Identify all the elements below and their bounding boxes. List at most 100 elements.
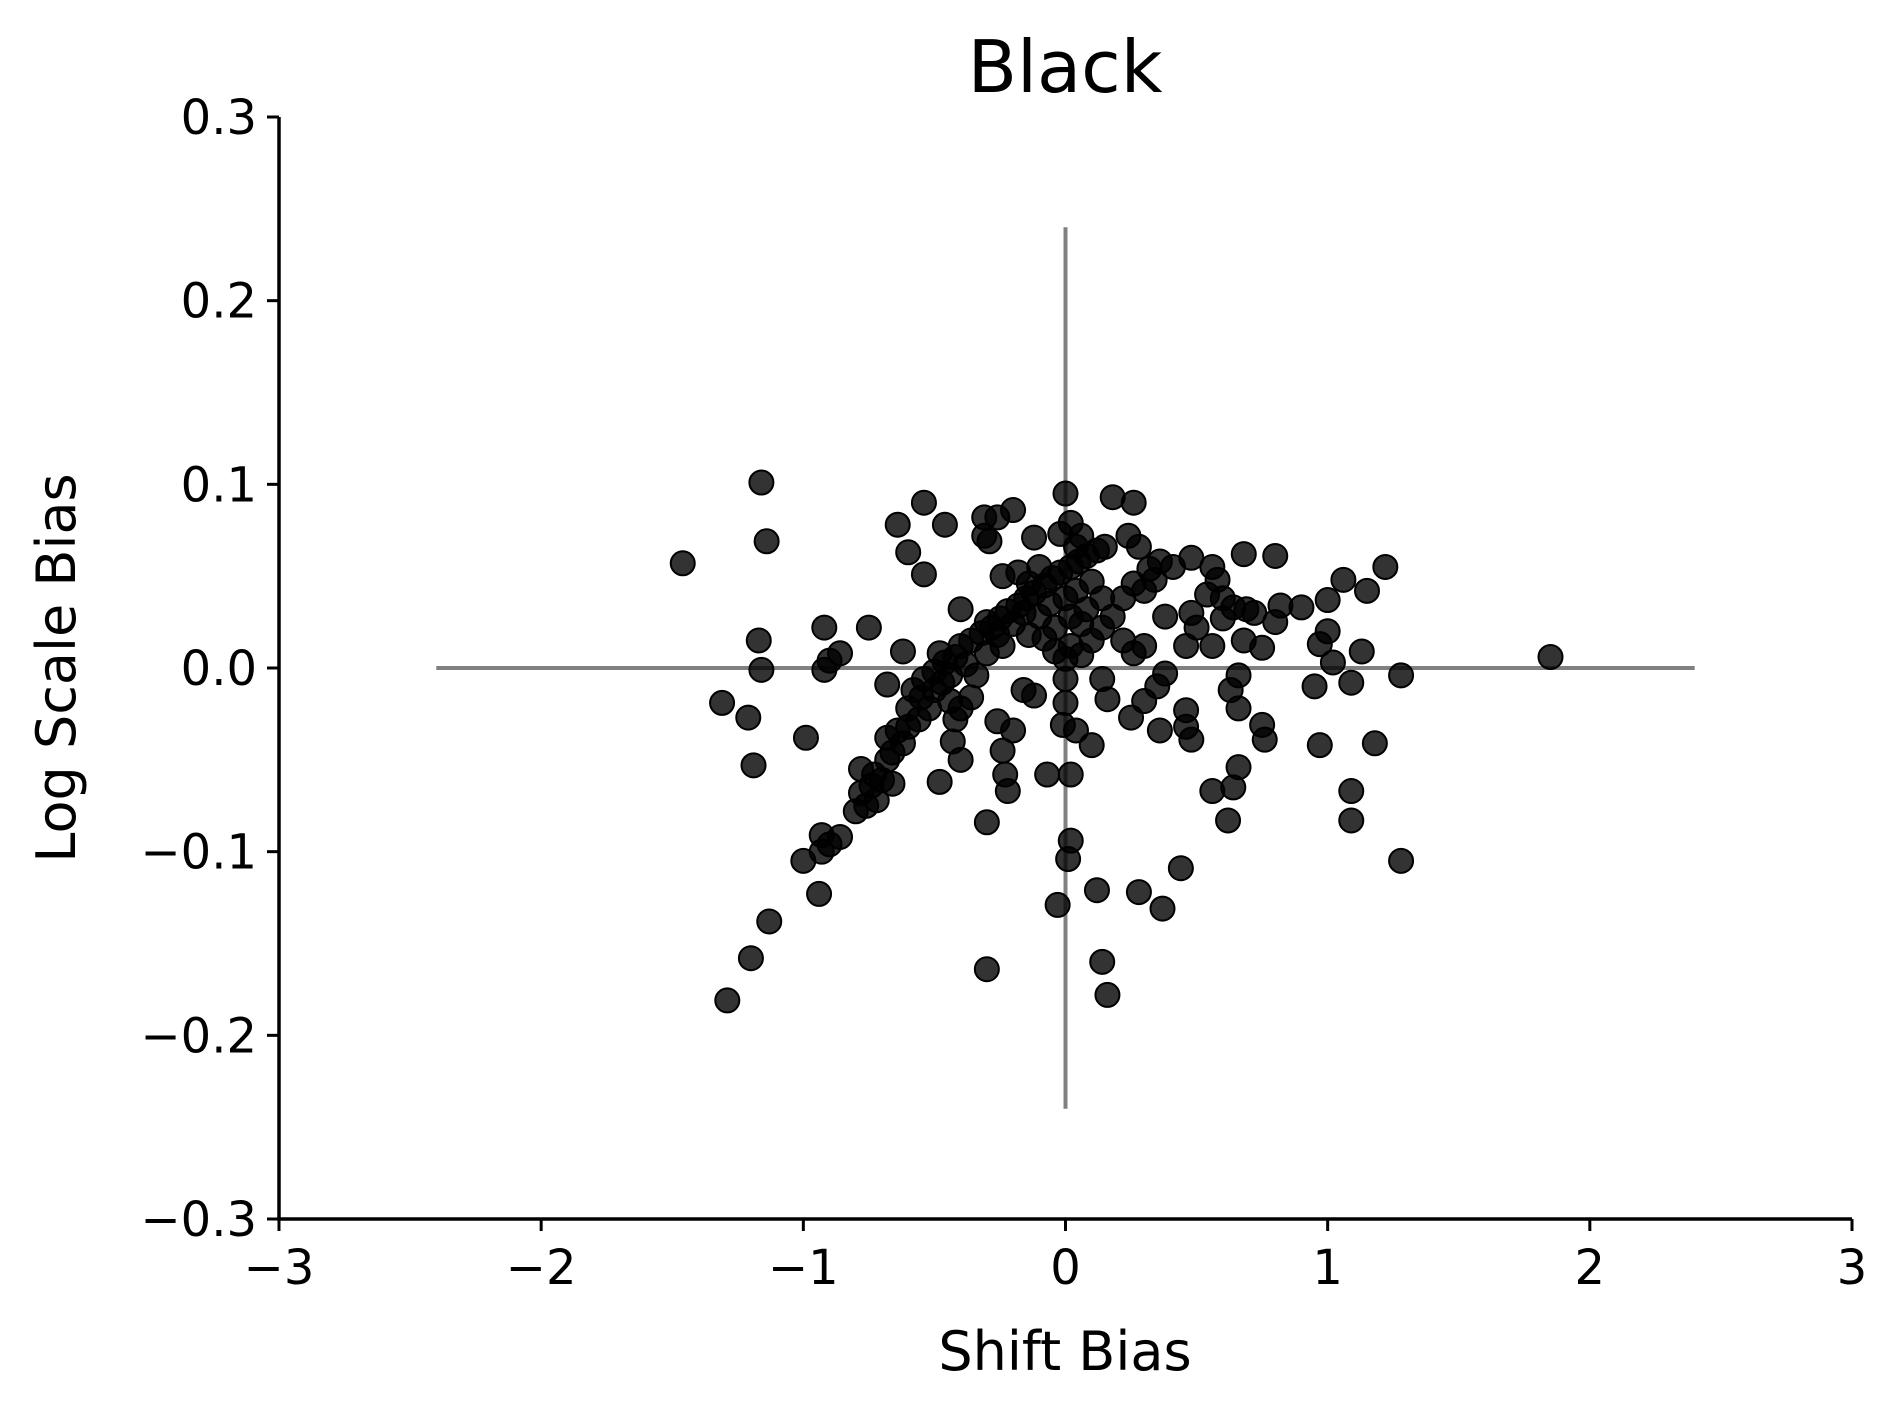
- data-point: [958, 684, 985, 711]
- data-point: [806, 880, 833, 907]
- data-point: [745, 627, 772, 654]
- data-point: [1057, 761, 1084, 788]
- data-point: [895, 539, 922, 566]
- y-ticks: −0.3 −0.2 −0.1 0.0 0.1 0.2 0.3: [140, 90, 279, 1248]
- data-points: [669, 469, 1564, 1014]
- data-point: [889, 638, 916, 665]
- data-point: [976, 528, 1003, 555]
- data-point: [1052, 666, 1079, 693]
- data-point: [1068, 610, 1095, 637]
- data-point: [1141, 566, 1168, 593]
- data-point: [753, 528, 780, 555]
- data-point: [1199, 778, 1226, 805]
- data-point: [1031, 625, 1058, 652]
- data-point: [1230, 541, 1257, 568]
- data-point: [811, 614, 838, 641]
- data-point: [1314, 618, 1341, 645]
- y-tick-label: 0.2: [181, 274, 257, 330]
- data-point: [1044, 891, 1071, 918]
- data-point: [1125, 533, 1152, 560]
- y-tick-label: −0.3: [140, 1192, 257, 1248]
- data-point: [1372, 553, 1399, 580]
- data-point: [1314, 587, 1341, 614]
- data-point: [926, 768, 953, 795]
- data-point: [855, 614, 882, 641]
- data-point: [1146, 717, 1173, 744]
- data-point: [1052, 480, 1079, 507]
- y-tick-label: 0.1: [181, 457, 257, 513]
- y-tick-label: 0.0: [181, 641, 257, 697]
- data-point: [989, 737, 1016, 764]
- x-axis-label: Shift Bias: [938, 1320, 1191, 1383]
- data-point: [1537, 643, 1564, 670]
- data-point: [1288, 594, 1315, 621]
- data-point: [1021, 682, 1048, 709]
- data-point: [1083, 877, 1110, 904]
- data-point: [1178, 599, 1205, 626]
- data-point: [973, 956, 1000, 983]
- data-point: [1338, 669, 1365, 696]
- data-point: [735, 704, 762, 731]
- data-point: [1091, 533, 1118, 560]
- data-point: [669, 550, 696, 577]
- data-point: [1021, 524, 1048, 551]
- data-point: [1251, 726, 1278, 753]
- data-point: [827, 640, 854, 667]
- data-point: [1319, 649, 1346, 676]
- data-point: [1034, 761, 1061, 788]
- x-ticks: −3 −2 −1 0 1 2 3: [244, 1219, 1867, 1296]
- data-point: [994, 778, 1021, 805]
- data-point: [989, 632, 1016, 659]
- x-tick-label: 0: [1050, 1240, 1081, 1296]
- x-tick-label: 1: [1312, 1240, 1343, 1296]
- data-point: [1131, 688, 1158, 715]
- data-point: [1052, 689, 1079, 716]
- x-tick-label: −3: [244, 1240, 315, 1296]
- data-point: [879, 770, 906, 797]
- data-point: [1000, 497, 1027, 524]
- data-point: [1225, 695, 1252, 722]
- data-point: [1361, 730, 1388, 757]
- data-point: [1353, 577, 1380, 604]
- data-point: [1215, 807, 1242, 834]
- data-point: [1125, 879, 1152, 906]
- data-point: [1199, 632, 1226, 659]
- data-point: [756, 908, 783, 935]
- data-point: [740, 752, 767, 779]
- chart-title: Black: [968, 25, 1163, 109]
- data-point: [1330, 566, 1357, 593]
- data-point: [737, 945, 764, 972]
- data-point: [1131, 632, 1158, 659]
- data-point: [1078, 732, 1105, 759]
- data-point: [1220, 774, 1247, 801]
- y-tick-label: −0.2: [140, 1008, 257, 1064]
- data-point: [1089, 666, 1116, 693]
- data-point: [1167, 855, 1194, 882]
- data-point: [1152, 603, 1179, 630]
- data-point: [947, 596, 974, 623]
- x-tick-label: 2: [1575, 1240, 1606, 1296]
- data-point: [1388, 662, 1415, 689]
- data-point: [1057, 632, 1084, 659]
- data-point: [1338, 778, 1365, 805]
- data-point: [1149, 895, 1176, 922]
- data-point: [874, 671, 901, 698]
- data-point: [1062, 533, 1089, 560]
- data-point: [931, 511, 958, 538]
- data-point: [1262, 542, 1289, 569]
- data-point: [1120, 489, 1147, 516]
- data-point: [1089, 948, 1116, 975]
- data-point: [714, 987, 741, 1014]
- data-point: [709, 689, 736, 716]
- data-point: [792, 724, 819, 751]
- data-point: [748, 469, 775, 496]
- data-point: [1230, 627, 1257, 654]
- data-point: [1233, 596, 1260, 623]
- data-point: [1388, 847, 1415, 874]
- data-point: [910, 489, 937, 516]
- data-point: [1049, 711, 1076, 738]
- data-point: [895, 695, 922, 722]
- data-point: [1094, 981, 1121, 1008]
- y-tick-label: 0.3: [181, 90, 257, 146]
